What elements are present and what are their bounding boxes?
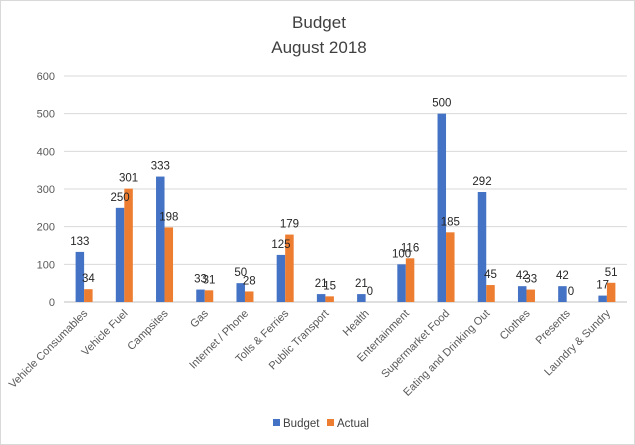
bar-actual (486, 285, 495, 302)
bar-budget (397, 264, 406, 302)
bar-budget (115, 207, 125, 302)
data-label-actual: 198 (159, 211, 178, 223)
bar-actual (526, 289, 535, 302)
bar-actual (164, 227, 174, 302)
bar-actual (285, 234, 294, 302)
data-label-actual: 45 (484, 269, 497, 281)
bar-actual (244, 291, 254, 302)
bar-actual (204, 290, 214, 302)
data-label-actual: 34 (82, 273, 95, 285)
legend-swatch-budget (273, 419, 280, 426)
bar-budget (558, 286, 567, 302)
legend-label-actual: Actual (337, 418, 369, 430)
data-label-budget: 17 (596, 280, 609, 292)
bar-actual (84, 289, 93, 302)
data-label-budget: 500 (432, 98, 451, 110)
y-tick-label: 200 (37, 222, 55, 234)
bar-budget (598, 295, 607, 302)
x-tick-label: Presents (534, 307, 574, 347)
data-label-actual: 33 (524, 274, 537, 286)
data-label-actual: 0 (568, 286, 574, 298)
data-label-actual: 179 (280, 219, 299, 231)
data-label-budget: 21 (315, 278, 328, 290)
data-label-actual: 51 (605, 267, 618, 279)
data-label-budget: 42 (556, 270, 569, 282)
y-tick-label: 100 (37, 259, 55, 271)
bar-budget (276, 254, 286, 302)
bar-budget (156, 176, 165, 302)
x-tick-label: Campsites (125, 307, 171, 353)
data-label-actual: 301 (119, 173, 138, 185)
data-label-actual: 116 (401, 242, 419, 254)
data-label-actual: 15 (323, 280, 336, 292)
bar-budget (316, 294, 326, 302)
y-tick-label: 0 (49, 297, 55, 309)
data-label-budget: 33 (194, 274, 207, 286)
data-label-actual: 0 (367, 286, 373, 298)
data-label-actual: 31 (203, 274, 216, 286)
x-tick-label: Supermarket Food (379, 308, 452, 381)
legend-label-budget: Budget (283, 418, 320, 430)
chart-title-line-2: August 2018 (271, 38, 366, 57)
data-label-budget: 100 (392, 248, 411, 260)
bar-budget (477, 192, 487, 302)
data-label-budget: 292 (472, 176, 491, 188)
y-tick-label: 500 (37, 109, 55, 121)
x-tick-label: Gas (188, 307, 211, 330)
data-label-budget: 333 (151, 161, 170, 173)
y-axis: 0 100 200 300 400 500 600 (37, 71, 55, 309)
data-label-budget: 42 (516, 270, 529, 282)
x-tick-label: Vehicle Consumables (7, 307, 91, 391)
data-label-budget: 50 (234, 267, 247, 279)
bar-budget (437, 113, 447, 303)
bar-budget (75, 251, 85, 302)
bar-actual (606, 282, 616, 302)
bars (75, 113, 616, 303)
data-label-budget: 21 (355, 278, 368, 290)
x-tick-label: Clothes (498, 307, 533, 342)
chart-title-line-1: Budget (292, 13, 346, 32)
bar-actual (446, 232, 455, 302)
bar-budget (357, 294, 366, 302)
bar-budget (517, 286, 527, 302)
y-tick-label: 400 (37, 146, 55, 158)
legend: Budget Actual (273, 418, 369, 430)
bar-budget (236, 283, 245, 302)
bar-budget (196, 289, 205, 302)
gridlines (64, 75, 627, 303)
legend-swatch-actual (327, 419, 334, 426)
bar-actual (325, 296, 334, 302)
bar-actual (405, 258, 415, 302)
data-label-actual: 28 (243, 275, 256, 287)
data-label-budget: 133 (70, 236, 89, 248)
data-label-budget: 125 (271, 239, 290, 251)
y-tick-label: 600 (37, 71, 55, 83)
bar-actual (124, 188, 133, 302)
data-label-actual: 185 (441, 216, 460, 228)
y-tick-label: 300 (37, 184, 55, 196)
x-tick-label: Health (341, 308, 372, 339)
data-label-budget: 250 (110, 192, 129, 204)
